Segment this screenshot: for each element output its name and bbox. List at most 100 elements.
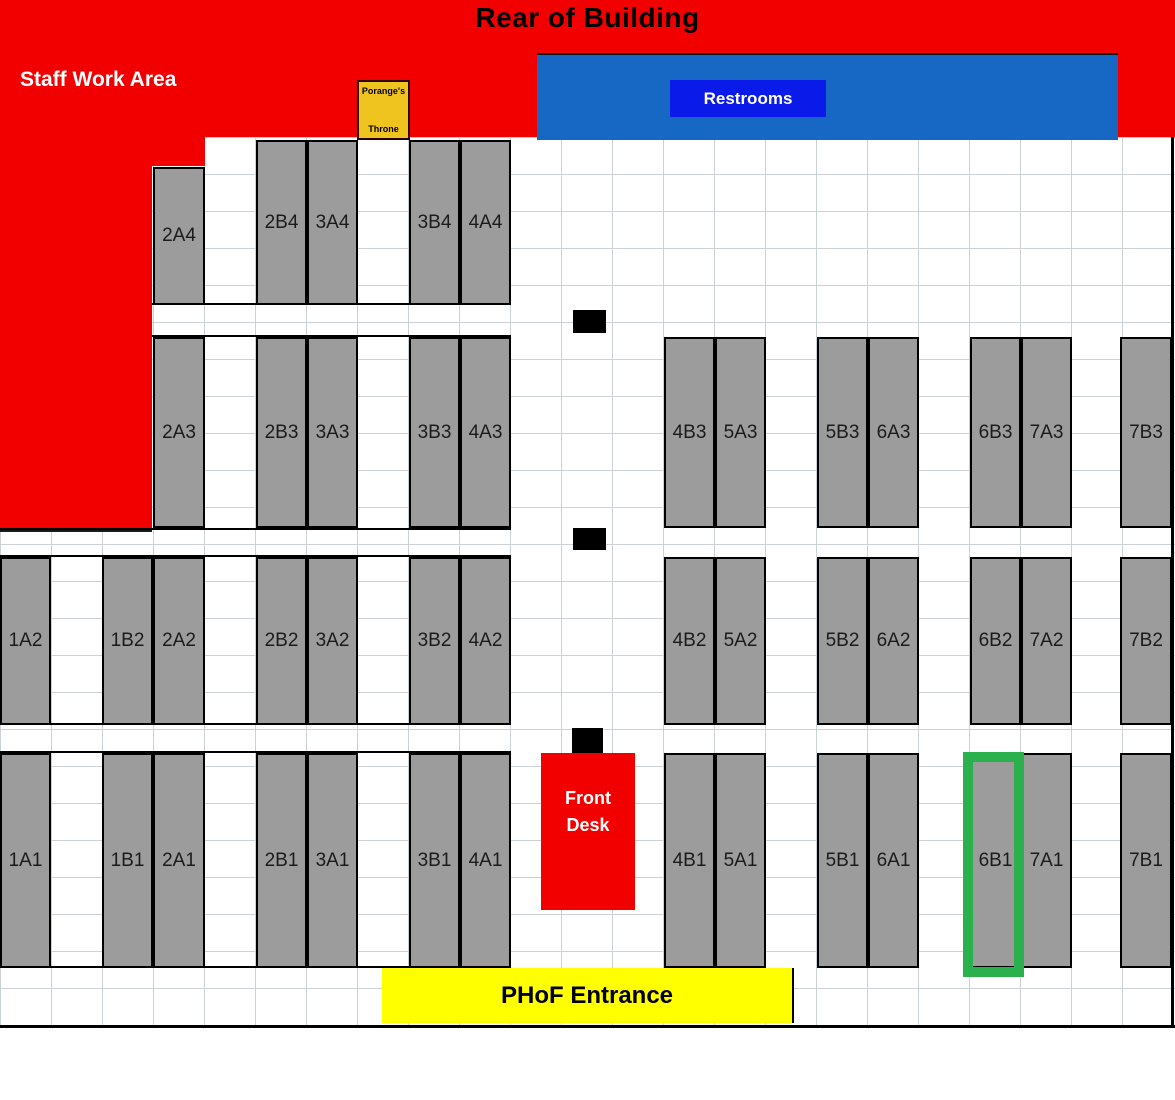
booth-label: 2B2 <box>264 630 299 651</box>
pillar-1 <box>573 310 606 333</box>
row-line-2 <box>152 335 511 337</box>
row-line-4 <box>0 555 511 557</box>
row-line-3 <box>0 528 511 530</box>
booth-label: 3B4 <box>417 211 452 233</box>
booth-5A3: 5A3 <box>715 337 766 528</box>
booth-6B3: 6B3 <box>970 337 1021 528</box>
booth-4A3: 4A3 <box>460 337 511 528</box>
row-line-5 <box>0 723 511 725</box>
right-wall-line <box>1171 137 1174 1028</box>
booth-4A2: 4A2 <box>460 557 511 725</box>
booth-6A2: 6A2 <box>868 557 919 725</box>
booth-label: 4A2 <box>468 630 503 651</box>
booth-label: 6B2 <box>978 630 1013 651</box>
booth-2B2: 2B2 <box>256 557 307 725</box>
booth-label: 2B3 <box>264 421 299 443</box>
booth-7A1: 7A1 <box>1021 753 1072 968</box>
booth-label: 5B2 <box>825 630 860 651</box>
booth-4A1: 4A1 <box>460 753 511 968</box>
booth-label: 1B2 <box>110 630 145 651</box>
booth-2B3: 2B3 <box>256 337 307 528</box>
throne-label-line1: Porange's <box>361 86 406 96</box>
booth-1A1: 1A1 <box>0 753 51 968</box>
pillar-3 <box>572 728 603 753</box>
booth-label: 7A1 <box>1029 849 1064 871</box>
booth-label: 3B3 <box>417 421 452 443</box>
booth-7A2: 7A2 <box>1021 557 1072 725</box>
booth-label: 7A3 <box>1029 421 1064 443</box>
booth-3B3: 3B3 <box>409 337 460 528</box>
booth-2A2: 2A2 <box>153 557 205 725</box>
booth-1B2: 1B2 <box>102 557 153 725</box>
booth-label: 5A3 <box>723 421 758 443</box>
front-desk-label-line1: Front <box>565 788 611 808</box>
booth-2A1: 2A1 <box>153 753 205 968</box>
booth-3A4: 3A4 <box>307 140 358 305</box>
booth-5A1: 5A1 <box>715 753 766 968</box>
booth-5B2: 5B2 <box>817 557 868 725</box>
booth-label: 4A3 <box>468 421 503 443</box>
staff-work-area-label: Staff Work Area <box>20 68 177 91</box>
booth-3B2: 3B2 <box>409 557 460 725</box>
booth-label: 1A1 <box>8 849 43 871</box>
booth-4B2: 4B2 <box>664 557 715 725</box>
booth-label: 7A2 <box>1029 630 1064 651</box>
booth-label: 1A2 <box>8 630 43 651</box>
booth-2B1: 2B1 <box>256 753 307 968</box>
booth-label: 4B3 <box>672 421 707 443</box>
booth-label: 1B1 <box>110 849 145 871</box>
booth-label: 5A1 <box>723 849 758 871</box>
page-title: Rear of Building <box>475 2 700 33</box>
booth-label: 5B3 <box>825 421 860 443</box>
booth-label: 5B1 <box>825 849 860 871</box>
booth-2B4: 2B4 <box>256 140 307 305</box>
booth-label: 6A1 <box>876 849 911 871</box>
booth-label: 4A4 <box>468 211 503 233</box>
booth-7B3: 7B3 <box>1120 337 1172 528</box>
booth-label: 2A1 <box>162 849 196 871</box>
booth-4B1: 4B1 <box>664 753 715 968</box>
booth-1B1: 1B1 <box>102 753 153 968</box>
booth-label: 3A2 <box>315 630 350 651</box>
booth-5A2: 5A2 <box>715 557 766 725</box>
booth-label: 7B3 <box>1129 421 1163 443</box>
booth-label: 3B1 <box>417 849 452 871</box>
booth-4B3: 4B3 <box>664 337 715 528</box>
booth-7A3: 7A3 <box>1021 337 1072 528</box>
booth-5B1: 5B1 <box>817 753 868 968</box>
booth-label: 3A1 <box>315 849 350 871</box>
booth-label: 7B1 <box>1129 849 1163 871</box>
poranges-throne-box: Porange's Throne <box>357 80 410 140</box>
booth-2A3: 2A3 <box>153 337 205 528</box>
booth-7B1: 7B1 <box>1120 753 1172 968</box>
bottom-wall-line <box>0 1025 1175 1028</box>
booth-6B2: 6B2 <box>970 557 1021 725</box>
booth-label: 4B2 <box>672 630 707 651</box>
highlight-box-6B1 <box>963 752 1024 977</box>
booth-label: 2A3 <box>162 421 196 443</box>
front-desk-label-line2: Desk <box>566 815 610 835</box>
booth-label: 2A2 <box>162 630 196 651</box>
booth-label: 3A4 <box>315 211 350 233</box>
pillar-2 <box>573 528 606 550</box>
throne-label-line2: Throne <box>368 124 399 134</box>
restrooms-label: Restrooms <box>703 88 793 108</box>
booth-7B2: 7B2 <box>1120 557 1172 725</box>
booth-label: 2A4 <box>162 225 196 246</box>
booth-label: 2B4 <box>264 211 299 233</box>
restrooms-label-box: Restrooms <box>670 80 826 117</box>
booth-5B3: 5B3 <box>817 337 868 528</box>
booth-2A4: 2A4 <box>153 167 205 305</box>
booth-label: 2B1 <box>264 849 299 871</box>
booth-3B4: 3B4 <box>409 140 460 305</box>
booth-label: 6B1 <box>978 849 1013 871</box>
booth-3A2: 3A2 <box>307 557 358 725</box>
booth-4A4: 4A4 <box>460 140 511 305</box>
restrooms-area <box>537 53 1118 140</box>
booth-label: 4A1 <box>468 849 503 871</box>
booth-label: 3B2 <box>417 630 452 651</box>
booth-3B1: 3B1 <box>409 753 460 968</box>
booth-6A1: 6A1 <box>868 753 919 968</box>
booth-label: 6A2 <box>876 630 911 651</box>
